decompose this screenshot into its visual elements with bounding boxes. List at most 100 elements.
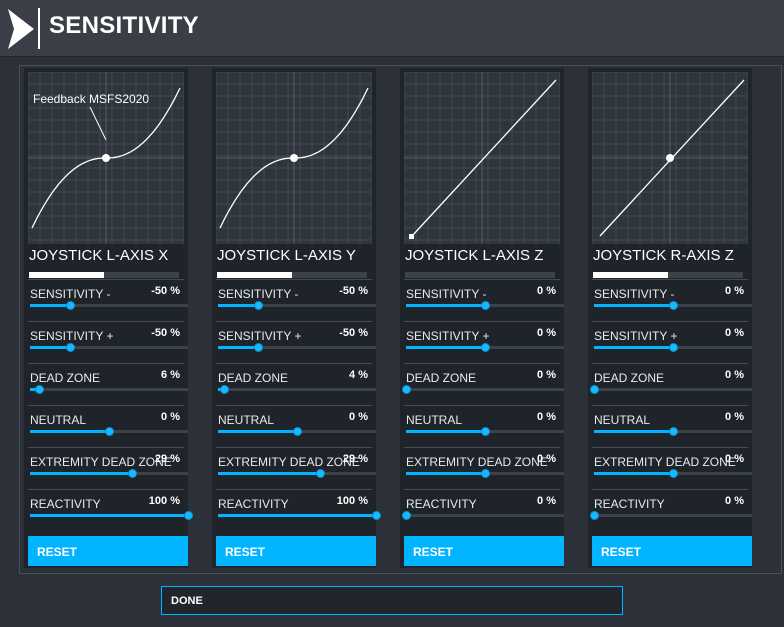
header-separator — [38, 8, 40, 49]
axis-panel-rz: JOYSTICK R-AXIS Z SENSITIVITY -0 % SENSITI… — [588, 68, 752, 568]
label-leader-line — [89, 106, 107, 141]
setting-value: 29 % — [342, 453, 368, 465]
slider-fill — [30, 430, 109, 433]
setting-slider[interactable] — [30, 511, 193, 520]
setting-value: 0 % — [725, 495, 744, 507]
axis-position-bar — [217, 272, 367, 278]
slider-handle[interactable] — [402, 511, 411, 520]
slider-handle[interactable] — [184, 511, 193, 520]
slider-handle[interactable] — [669, 301, 678, 310]
setting-slider[interactable] — [218, 343, 376, 352]
setting-slider[interactable] — [590, 511, 752, 520]
setting-label: REACTIVITY — [30, 497, 101, 511]
setting-slider[interactable] — [406, 469, 564, 478]
row-divider — [592, 405, 748, 406]
row-divider — [216, 363, 372, 364]
setting-label: SENSITIVITY + — [406, 329, 490, 343]
setting-value: 0 % — [537, 495, 556, 507]
slider-handle[interactable] — [590, 385, 599, 394]
setting-slider[interactable] — [218, 511, 381, 520]
slider-handle[interactable] — [220, 385, 230, 394]
reset-button[interactable]: RESET — [592, 536, 752, 566]
slider-handle[interactable] — [669, 469, 678, 478]
slider-handle[interactable] — [315, 469, 325, 478]
setting-sensitivity-plus: SENSITIVITY + 0 % — [400, 321, 564, 363]
slider-handle[interactable] — [127, 469, 137, 478]
setting-sensitivity-minus: SENSITIVITY - 0 % — [588, 279, 752, 321]
setting-label: REACTIVITY — [594, 497, 665, 511]
setting-value: 29 % — [154, 453, 180, 465]
reset-button[interactable]: RESET — [216, 536, 376, 566]
slider-handle[interactable] — [253, 343, 263, 352]
row-divider — [404, 321, 560, 322]
setting-slider[interactable] — [590, 385, 752, 394]
slider-handle[interactable] — [481, 469, 490, 478]
setting-label: EXTREMITY DEAD ZONE — [406, 455, 548, 469]
setting-slider[interactable] — [30, 385, 188, 394]
slider-handle[interactable] — [481, 301, 490, 310]
setting-reactivity: REACTIVITY 100 % — [24, 489, 193, 531]
setting-value: 4 % — [349, 369, 368, 381]
slider-fill — [594, 430, 673, 433]
slider-fill — [218, 514, 376, 517]
setting-label: SENSITIVITY + — [218, 329, 302, 343]
slider-fill — [594, 346, 673, 349]
setting-slider[interactable] — [594, 343, 752, 352]
setting-slider[interactable] — [218, 427, 376, 436]
setting-slider[interactable] — [594, 301, 752, 310]
setting-slider[interactable] — [402, 511, 564, 520]
setting-slider[interactable] — [594, 427, 752, 436]
slider-fill — [30, 346, 70, 349]
setting-label: REACTIVITY — [218, 497, 289, 511]
response-curve-graph — [404, 72, 560, 244]
setting-neutral: NEUTRAL 0 % — [212, 405, 376, 447]
setting-value: -50 % — [339, 327, 368, 339]
axis-name: JOYSTICK R-AXIS Z — [593, 247, 734, 264]
row-divider — [404, 447, 560, 448]
slider-handle[interactable] — [65, 301, 75, 310]
slider-handle[interactable] — [253, 301, 263, 310]
setting-slider[interactable] — [406, 301, 564, 310]
setting-dead-zone: DEAD ZONE 4 % — [212, 363, 376, 405]
back-chevron-icon[interactable] — [8, 9, 34, 49]
reset-button[interactable]: RESET — [28, 536, 188, 566]
slider-handle[interactable] — [669, 427, 678, 436]
row-divider — [404, 405, 560, 406]
slider-fill — [218, 346, 258, 349]
done-button[interactable]: DONE — [161, 586, 623, 615]
setting-value: 0 % — [537, 327, 556, 339]
row-divider — [216, 405, 372, 406]
slider-handle[interactable] — [481, 343, 490, 352]
slider-handle[interactable] — [402, 385, 411, 394]
setting-value: -50 % — [151, 327, 180, 339]
slider-handle[interactable] — [590, 511, 599, 520]
slider-handle[interactable] — [65, 343, 75, 352]
reset-button[interactable]: RESET — [404, 536, 564, 566]
setting-label: SENSITIVITY - — [594, 287, 675, 301]
setting-slider[interactable] — [30, 427, 188, 436]
slider-handle[interactable] — [35, 385, 45, 394]
setting-slider[interactable] — [406, 427, 564, 436]
setting-value: 0 % — [537, 411, 556, 423]
setting-slider[interactable] — [218, 469, 376, 478]
slider-handle[interactable] — [293, 427, 302, 436]
setting-slider[interactable] — [30, 301, 188, 310]
axis-name: JOYSTICK L-AXIS X — [29, 247, 169, 264]
setting-slider[interactable] — [218, 385, 376, 394]
setting-slider[interactable] — [594, 469, 752, 478]
setting-value: 100 % — [148, 495, 180, 507]
setting-slider[interactable] — [406, 343, 564, 352]
slider-fill — [218, 472, 320, 475]
slider-handle[interactable] — [372, 511, 381, 520]
slider-handle[interactable] — [481, 427, 490, 436]
setting-sensitivity-minus: SENSITIVITY - 0 % — [400, 279, 564, 321]
setting-value: 0 % — [349, 411, 368, 423]
setting-slider[interactable] — [218, 301, 376, 310]
slider-handle[interactable] — [105, 427, 114, 436]
setting-label: DEAD ZONE — [406, 371, 477, 385]
setting-value: 0 % — [161, 411, 180, 423]
setting-slider[interactable] — [402, 385, 564, 394]
slider-handle[interactable] — [669, 343, 678, 352]
setting-slider[interactable] — [30, 469, 188, 478]
setting-slider[interactable] — [30, 343, 188, 352]
